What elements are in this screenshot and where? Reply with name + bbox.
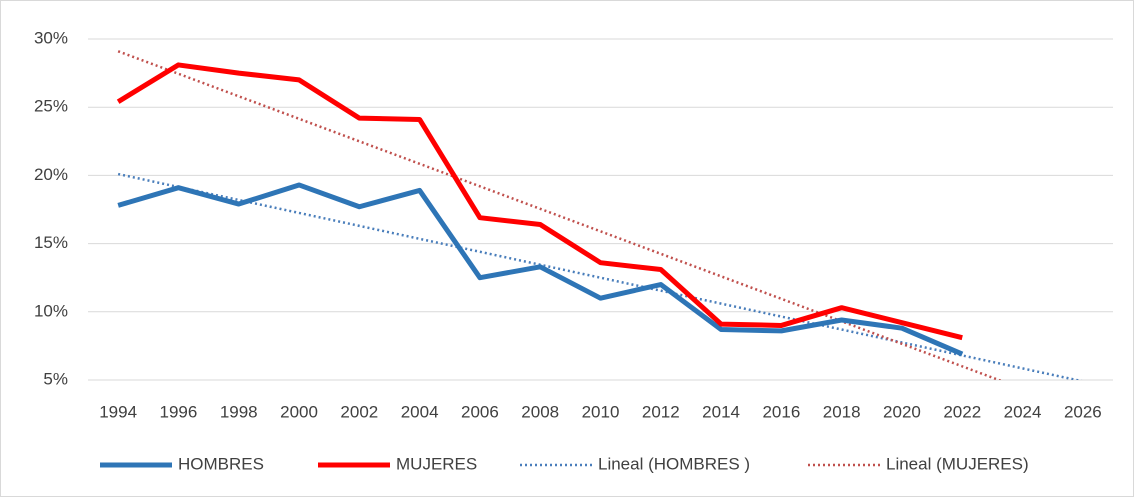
x-tick-label: 2014 <box>702 402 740 421</box>
series-line <box>116 62 963 341</box>
x-tick-label: 2008 <box>521 402 559 421</box>
x-tick-label: 1996 <box>160 402 198 421</box>
x-tick-label: 2018 <box>823 402 861 421</box>
x-tick-label: 1994 <box>99 402 137 421</box>
x-tick-label: 1998 <box>220 402 258 421</box>
legend-label: MUJERES <box>396 454 477 473</box>
y-tick-label: 20% <box>34 165 68 184</box>
y-tick-label: 10% <box>34 301 68 320</box>
x-tick-label: 2006 <box>461 402 499 421</box>
y-tick-label: 5% <box>43 369 68 388</box>
series-line <box>117 50 1003 380</box>
legend-label: Lineal (MUJERES) <box>886 454 1029 473</box>
y-tick-label: 15% <box>34 233 68 252</box>
x-tick-label: 2000 <box>280 402 318 421</box>
x-tick-label: 2024 <box>1004 402 1042 421</box>
x-tick-label: 2022 <box>943 402 981 421</box>
x-tick-label: 2004 <box>401 402 439 421</box>
x-tick-label: 2010 <box>582 402 620 421</box>
x-tick-label: 2026 <box>1064 402 1102 421</box>
series-line <box>117 182 964 357</box>
x-tick-label: 2012 <box>642 402 680 421</box>
x-tick-label: 2002 <box>340 402 378 421</box>
y-tick-label: 30% <box>34 28 68 47</box>
legend-label: HOMBRES <box>178 454 264 473</box>
x-tick-label: 2016 <box>762 402 800 421</box>
legend-label: Lineal (HOMBRES ) <box>598 454 750 473</box>
x-tick-label: 2020 <box>883 402 921 421</box>
y-tick-label: 25% <box>34 97 68 116</box>
